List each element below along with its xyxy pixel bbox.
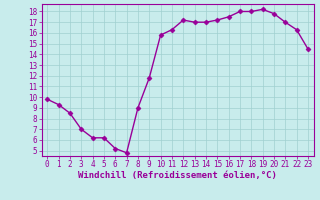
X-axis label: Windchill (Refroidissement éolien,°C): Windchill (Refroidissement éolien,°C) (78, 171, 277, 180)
